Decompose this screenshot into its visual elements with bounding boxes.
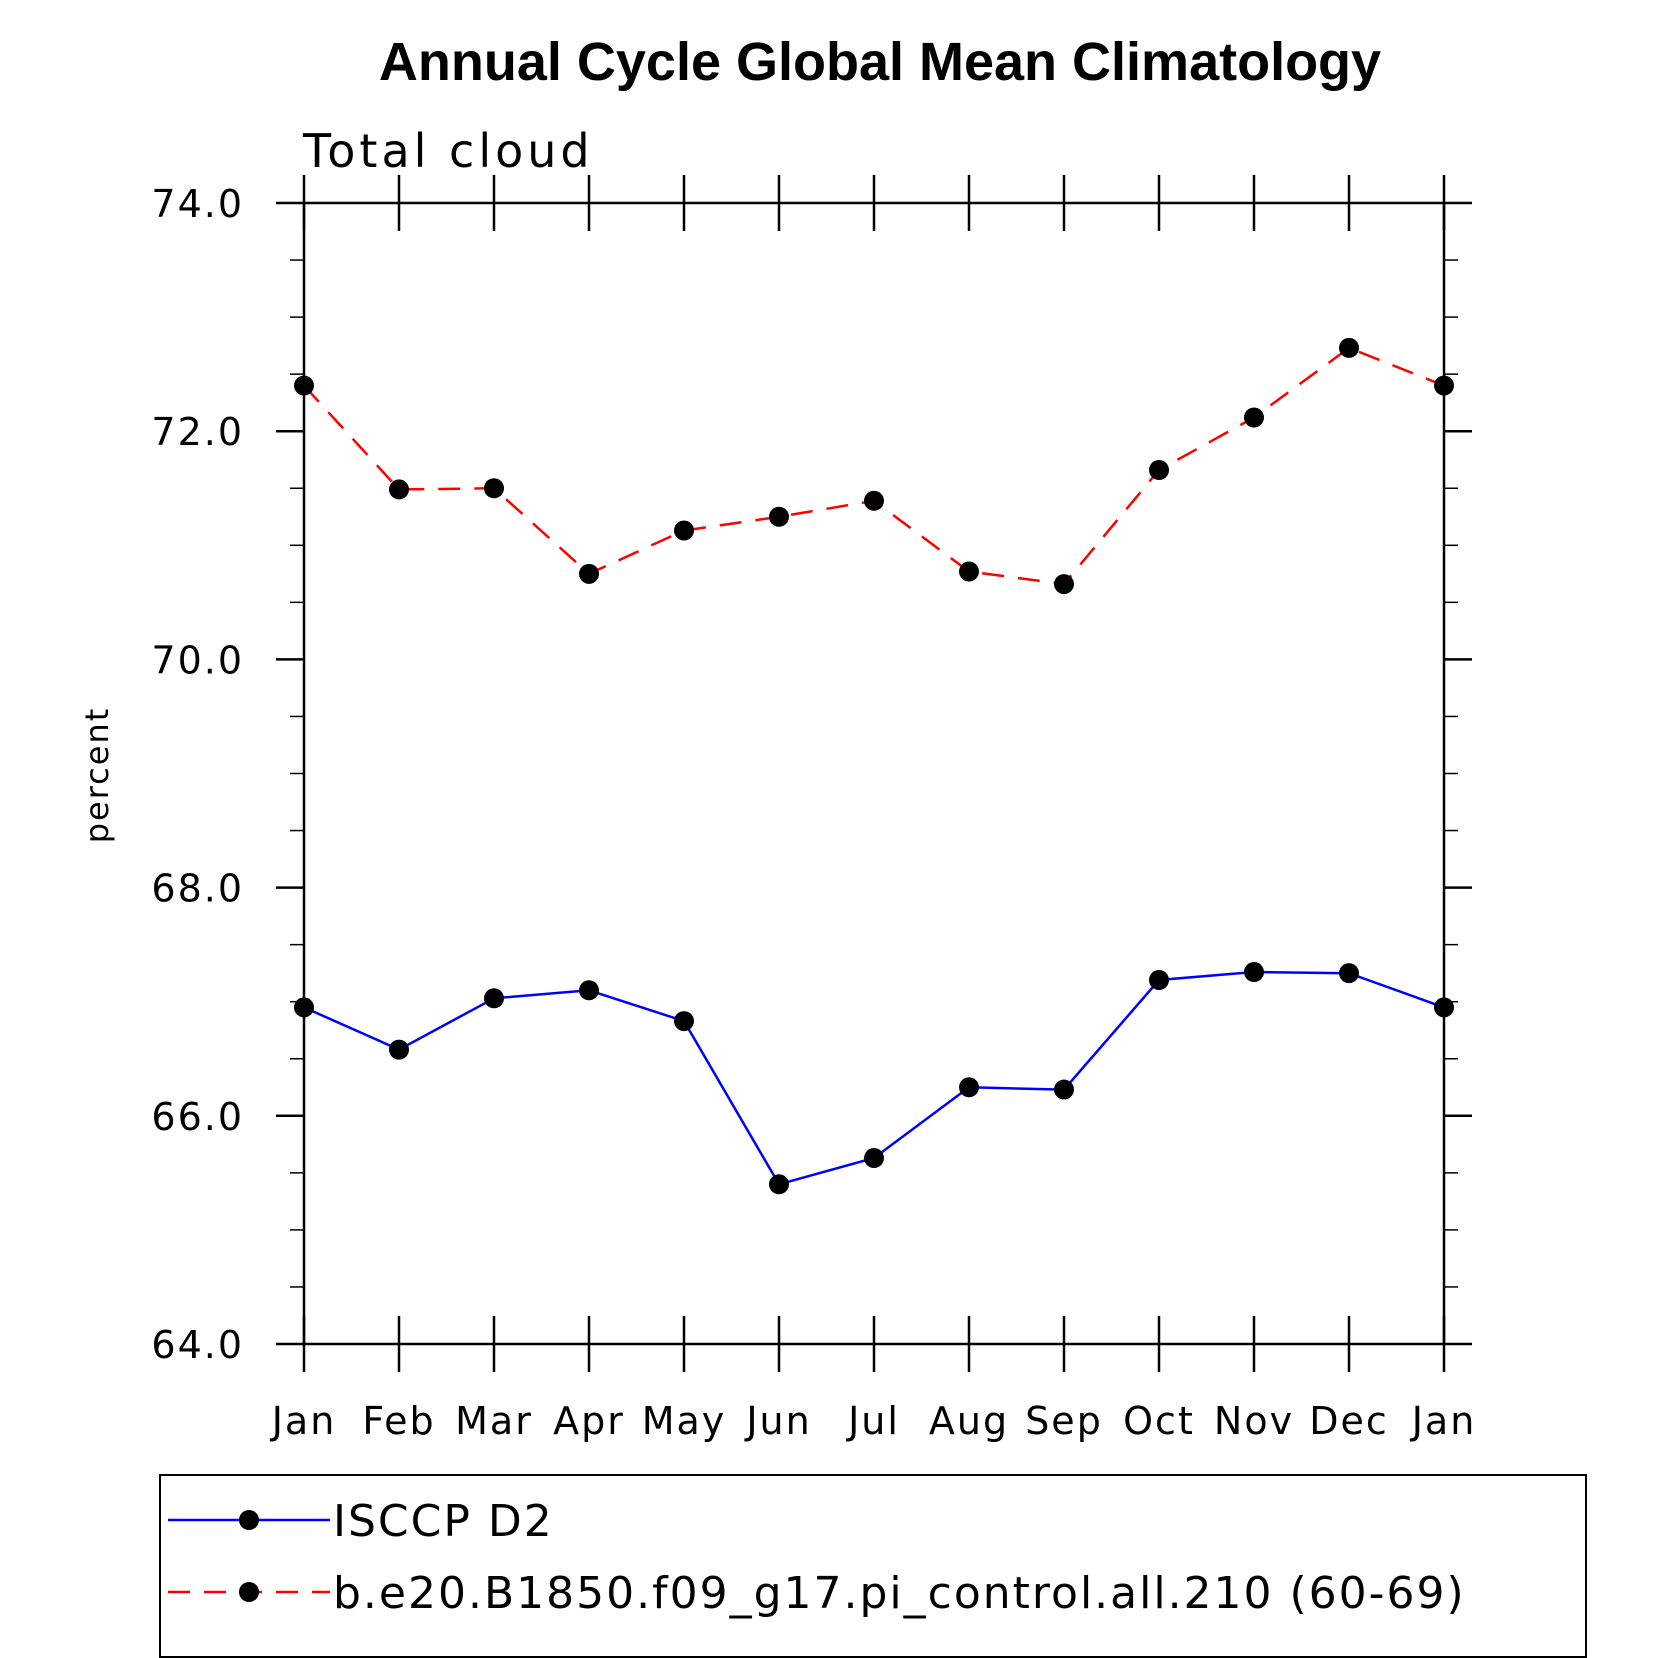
chart-title: Annual Cycle Global Mean Climatology xyxy=(379,32,1381,92)
y-tick-label: 66.0 xyxy=(151,1095,244,1139)
x-tick-label: Apr xyxy=(553,1399,625,1443)
y-tick-label: 74.0 xyxy=(151,182,244,226)
data-point xyxy=(959,1077,979,1098)
legend-label-1: b.e20.B1850.f09_g17.pi_control.all.210 (… xyxy=(333,1568,1466,1619)
x-tick-label: May xyxy=(642,1399,727,1443)
series-line-1 xyxy=(303,346,1445,586)
data-point xyxy=(1149,459,1169,480)
x-tick-label: Jan xyxy=(270,1399,337,1443)
legend-marker xyxy=(239,1582,259,1602)
data-point xyxy=(769,1174,789,1195)
data-point xyxy=(389,1039,409,1060)
data-point xyxy=(1434,375,1454,396)
axis-ticks xyxy=(276,175,1472,1372)
data-point xyxy=(579,980,599,1001)
plot-frame xyxy=(302,201,1446,1346)
x-tick-label: Oct xyxy=(1123,1399,1195,1443)
data-point xyxy=(1339,963,1359,984)
y-axis-label: percent xyxy=(78,707,116,844)
chart-subtitle: Total cloud xyxy=(302,124,594,178)
y-tick-label: 64.0 xyxy=(151,1323,244,1367)
data-point xyxy=(959,561,979,582)
data-point xyxy=(1244,962,1264,983)
legend-entries: ISCCP D2 b.e20.B1850.f09_g17.pi_control.a… xyxy=(168,1496,1466,1619)
data-point xyxy=(579,563,599,584)
data-point xyxy=(1339,337,1359,358)
x-tick-label: Jun xyxy=(744,1399,811,1443)
data-point xyxy=(1149,970,1169,991)
x-tick-label: Jan xyxy=(1410,1399,1477,1443)
data-point xyxy=(864,490,884,511)
data-point xyxy=(674,1011,694,1032)
y-tick-label: 72.0 xyxy=(151,410,244,454)
data-point xyxy=(389,479,409,500)
data-point xyxy=(1434,997,1454,1018)
data-point xyxy=(674,520,694,541)
axis-tick-labels: Jan Feb Mar Apr May Jun Jul Aug Sep Oct Nov Dec Jan 6… xyxy=(151,182,1477,1443)
y-tick-label: 70.0 xyxy=(151,638,244,682)
x-tick-label: Feb xyxy=(362,1399,435,1443)
data-point xyxy=(484,478,504,499)
legend-box xyxy=(159,1474,1587,1658)
x-tick-label: Jul xyxy=(846,1399,900,1443)
data-point xyxy=(294,997,314,1018)
data-point xyxy=(769,506,789,527)
data-point xyxy=(294,375,314,396)
x-tick-label: Sep xyxy=(1025,1399,1103,1443)
legend: ISCCP D2 b.e20.B1850.f09_g17.pi_control.a… xyxy=(159,1474,1587,1658)
x-tick-label: Aug xyxy=(929,1399,1009,1443)
data-point xyxy=(864,1148,884,1169)
data-point xyxy=(1244,407,1264,428)
series-points xyxy=(294,337,1454,1195)
y-tick-label: 68.0 xyxy=(151,867,244,911)
data-point xyxy=(1054,1079,1074,1100)
series-lines xyxy=(303,346,1445,1186)
x-tick-label: Nov xyxy=(1214,1399,1294,1443)
x-tick-label: Dec xyxy=(1309,1399,1389,1443)
legend-label-0: ISCCP D2 xyxy=(333,1496,554,1547)
data-point xyxy=(484,988,504,1009)
x-tick-label: Mar xyxy=(455,1399,533,1443)
data-point xyxy=(1054,574,1074,595)
legend-marker xyxy=(239,1510,259,1530)
